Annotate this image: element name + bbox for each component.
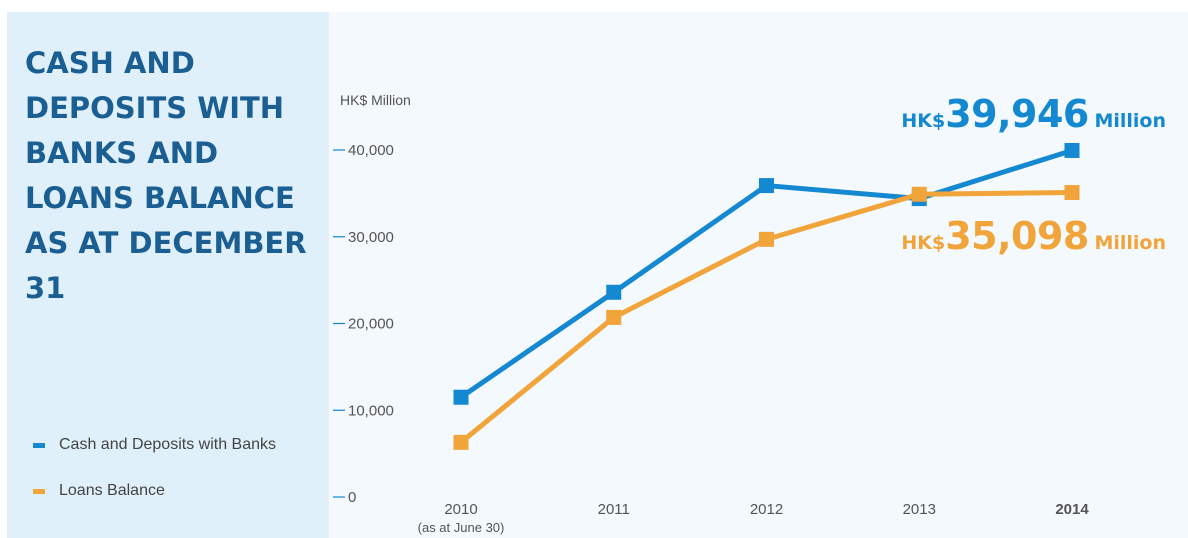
chart-title: CASH AND DEPOSITS WITH BANKS AND LOANS B… (25, 46, 307, 305)
x-tick-label: 2014 (1055, 501, 1089, 518)
data-point-cash (453, 389, 469, 405)
y-tick-label: 40,000 (348, 142, 394, 159)
y-axis: 0 10,000 20,000 30,000 40,000 (333, 142, 394, 506)
data-point-loans (911, 186, 927, 202)
x-tick-label: 2010 (444, 501, 477, 518)
chart-panel (329, 12, 1188, 538)
callout-cash-value: 39,946 (945, 92, 1089, 136)
data-point-loans (1064, 185, 1080, 201)
series-group (453, 142, 1080, 450)
x-tick-label: 2013 (903, 501, 936, 518)
y-tick-label: 30,000 (348, 229, 394, 246)
callout-cash-prefix: HK$ (901, 110, 946, 132)
x-tick-note: (as at June 30) (418, 520, 505, 535)
x-axis: 2010 (as at June 30) 2011 2012 2013 2014 (418, 501, 1090, 535)
y-tick-label: 10,000 (348, 402, 394, 419)
data-point-loans (453, 434, 469, 450)
y-tick-label: 20,000 (348, 316, 394, 333)
x-tick-label: 2011 (598, 501, 630, 518)
data-point-loans (759, 231, 774, 247)
legend-swatch-cash (33, 442, 45, 448)
left-panel (7, 12, 329, 538)
data-point-cash (759, 178, 774, 194)
legend-label-cash: Cash and Deposits with Banks (59, 436, 276, 453)
legend-swatch-loans (33, 488, 45, 494)
legend-label-loans: Loans Balance (59, 482, 165, 499)
x-tick-label: 2012 (750, 501, 783, 518)
callout-cash: HK$39,946 Million (901, 92, 1166, 136)
callout-loans: HK$35,098 Million (901, 214, 1166, 258)
data-point-loans (606, 309, 622, 325)
data-point-cash (606, 284, 622, 300)
legend-item-cash: Cash and Deposits with Banks (33, 436, 276, 454)
callout-loans-suffix: Million (1094, 232, 1166, 254)
callout-loans-value: 35,098 (945, 214, 1089, 258)
data-point-cash (1064, 142, 1080, 158)
callout-loans-prefix: HK$ (901, 232, 946, 254)
legend-item-loans: Loans Balance (33, 482, 165, 500)
y-tick-label: 0 (348, 489, 356, 506)
callout-cash-suffix: Million (1094, 110, 1166, 132)
y-unit-label: HK$ Million (340, 92, 411, 108)
